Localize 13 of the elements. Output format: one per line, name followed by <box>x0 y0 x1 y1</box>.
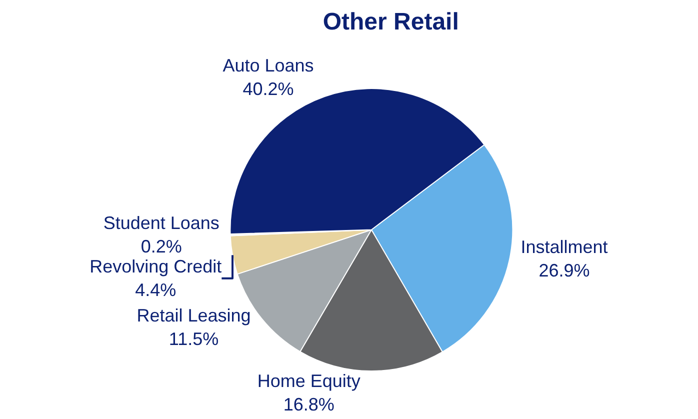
chart-title: Other Retail <box>322 8 459 36</box>
slice-label: Installment <box>520 236 608 257</box>
slice-label: Revolving Credit <box>90 256 222 277</box>
slice-label: Home Equity <box>257 371 360 391</box>
slice-label: Student Loans <box>103 213 220 234</box>
slice-label: Retail Leasing <box>136 305 251 326</box>
data-label: 16.8% <box>283 394 334 414</box>
data-label: 0.2% <box>140 236 182 257</box>
data-label: 11.5% <box>168 328 219 349</box>
data-label: 40.2% <box>242 78 294 99</box>
data-label: 26.9% <box>538 260 590 280</box>
slice-label: Auto Loans <box>222 55 314 76</box>
data-label: 4.4% <box>135 280 176 300</box>
